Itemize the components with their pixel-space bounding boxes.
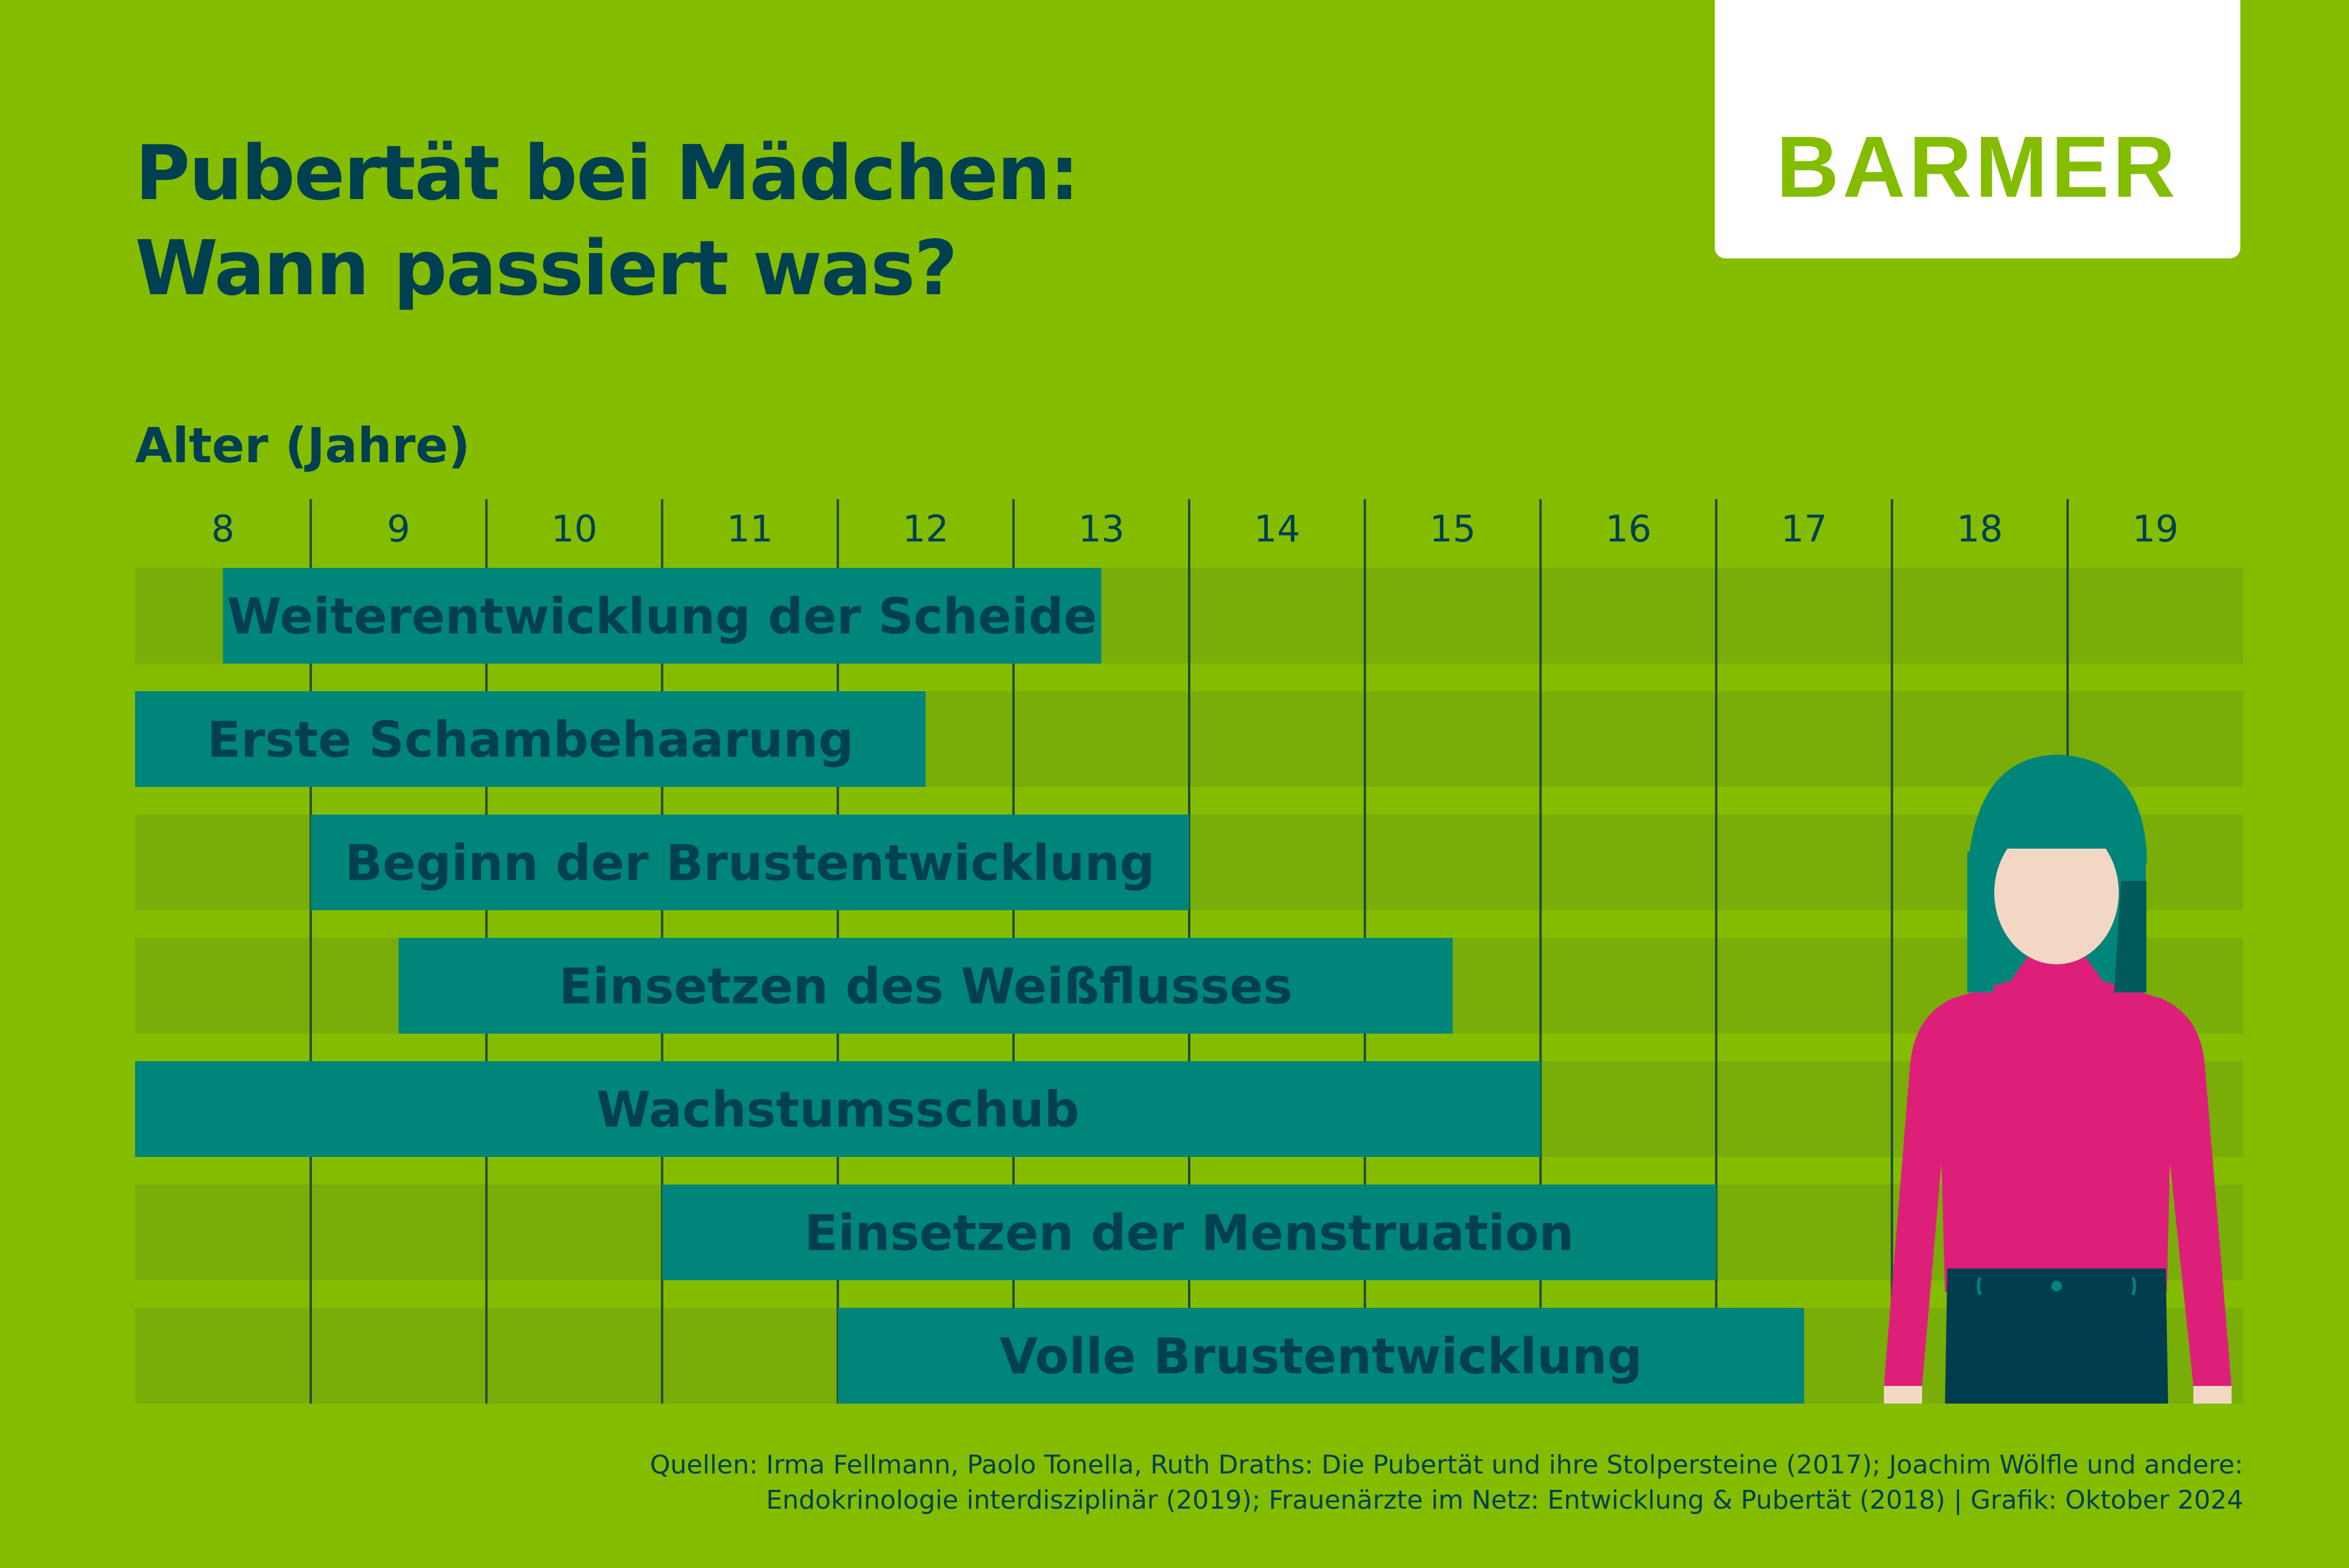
range-bar-label: Wachstumsschub [596,1081,1079,1139]
source-line-1: Quellen: Irma Fellmann, Paolo Tonella, R… [649,1450,2243,1480]
x-axis-label: Alter (Jahre) [135,418,470,474]
x-tick-labels: 8 9 10 11 12 13 14 15 16 17 18 19 [211,507,2179,550]
pants-button [2051,1281,2062,1291]
x-tick-label: 18 [1957,507,2003,550]
x-tick-label: 12 [903,507,949,550]
range-bar [837,1308,1805,1404]
hair-fringe [1967,755,2147,893]
range-bar [311,815,1189,910]
range-bar-label: Weiterentwicklung der Scheide [227,588,1097,645]
range-bar [398,938,1453,1034]
x-tick-label: 16 [1605,507,1651,550]
x-tick-label: 19 [2132,507,2179,550]
range-bar [135,691,926,787]
hand-right [2193,1383,2232,1404]
x-tick-label: 14 [1254,507,1300,550]
source-note: Quellen: Irma Fellmann, Paolo Tonella, R… [650,1448,2243,1518]
title-line-1: Pubertät bei Mädchen: [135,130,1079,217]
range-bar-label: Einsetzen der Menstruation [805,1204,1574,1262]
x-tick-label: 13 [1078,507,1125,550]
barmer-logo: BARMER [1715,0,2240,258]
pants [1945,1268,2168,1404]
pants-pocket-left [1977,1277,1982,1296]
x-tick-label: 11 [727,507,773,550]
source-line-2: Endokrinologie interdisziplinär (2019); … [766,1485,2243,1515]
range-bar-label: Einsetzen des Weißflusses [559,958,1293,1015]
hair-side-left [1967,881,1994,992]
hair-side-right [2114,881,2146,992]
range-bar-label: Beginn der Brustentwicklung [345,835,1155,892]
logo-text: BARMER [1776,119,2179,216]
pants-pocket-right [2131,1277,2136,1296]
range-bars: Weiterentwicklung der Scheide Erste Scham… [135,568,1805,1404]
face [1994,821,2119,964]
range-bar [135,1061,1541,1157]
range-bar-label: Erste Schambehaarung [207,711,854,769]
x-tick-label: 17 [1781,507,1828,550]
range-bar [223,568,1102,664]
girl-illustration [1884,755,2232,1404]
x-tick-label: 9 [387,507,410,550]
x-tick-label: 10 [551,507,597,550]
chart-title: Pubertät bei Mädchen: Wann passiert was? [135,126,1079,317]
x-tick-label: 8 [211,507,234,550]
hand-left [1884,1383,1922,1404]
range-bar [662,1185,1717,1280]
range-bar-label: Volle Brustentwicklung [999,1328,1643,1385]
title-line-2: Wann passiert was? [135,225,958,312]
x-tick-label: 15 [1429,507,1476,550]
